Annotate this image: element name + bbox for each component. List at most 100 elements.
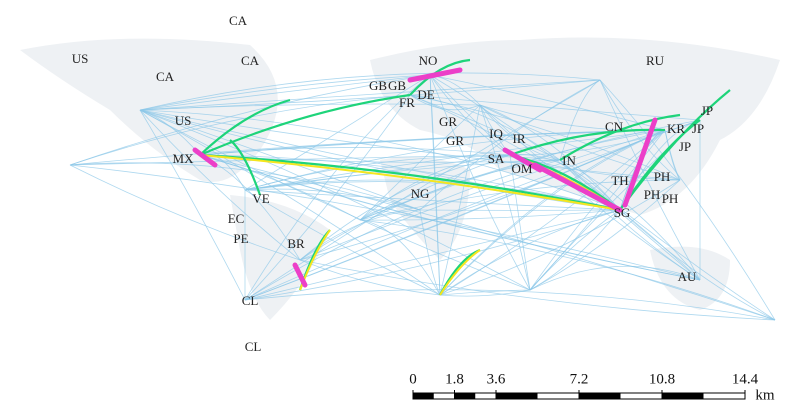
country-label: SA — [488, 151, 505, 166]
scale-label: 0 — [409, 371, 417, 387]
scale-label: 14.4 — [732, 371, 759, 387]
route — [359, 209, 621, 221]
country-label: BR — [287, 236, 305, 251]
country-label: CA — [241, 53, 260, 68]
hub-route — [292, 262, 308, 288]
route — [139, 79, 601, 111]
route — [479, 104, 561, 161]
route — [244, 209, 621, 301]
route — [559, 159, 701, 281]
route — [69, 162, 421, 211]
route — [509, 154, 531, 291]
route — [599, 79, 681, 181]
country-label: US — [175, 113, 192, 128]
hub-route — [192, 147, 218, 168]
country-label: CN — [605, 119, 624, 134]
route — [199, 129, 666, 156]
route — [299, 259, 776, 321]
country-label: DE — [417, 87, 434, 102]
route — [299, 259, 441, 296]
major-route — [199, 154, 621, 211]
country-label: EC — [228, 211, 245, 226]
route — [244, 79, 601, 301]
route — [139, 74, 431, 111]
major-route — [229, 139, 262, 196]
route — [139, 74, 431, 111]
route — [359, 219, 441, 296]
route — [559, 159, 776, 321]
route — [139, 103, 481, 111]
route — [429, 74, 511, 156]
route — [529, 209, 621, 291]
country-label: IR — [513, 131, 526, 146]
country-label: SG — [614, 205, 631, 220]
route — [439, 209, 621, 296]
route — [69, 74, 431, 166]
route — [359, 154, 511, 221]
scale-bar-segment — [454, 393, 476, 399]
route — [299, 129, 666, 261]
scale-label: 3.6 — [487, 371, 506, 387]
country-labels: CA US CA CA US MX VE EC PE BR CL CL NO G… — [72, 13, 713, 354]
route — [429, 74, 511, 156]
hub-route — [532, 162, 623, 213]
scale-bar-segment — [662, 393, 704, 399]
route — [664, 129, 681, 181]
scale-bar-segment — [579, 393, 621, 399]
route — [244, 154, 511, 191]
hub-route — [622, 117, 658, 208]
country-label: MX — [173, 151, 195, 166]
route — [409, 94, 561, 161]
country-label: IQ — [489, 126, 503, 141]
land — [20, 37, 780, 320]
scale-label: 10.8 — [649, 371, 675, 387]
major-route — [619, 89, 731, 211]
country-label: RU — [646, 53, 665, 68]
major-route — [409, 58, 471, 96]
route — [69, 164, 701, 281]
country-label: JP — [701, 103, 713, 118]
country-label: AU — [678, 269, 697, 284]
route — [299, 154, 511, 261]
country-label: GB — [369, 78, 387, 93]
route — [244, 94, 411, 301]
scale-label: 7.2 — [570, 371, 589, 387]
country-label: CL — [242, 293, 259, 308]
country-label: KR — [667, 121, 685, 136]
routes — [69, 58, 776, 321]
route — [139, 109, 301, 261]
major-route — [199, 98, 291, 156]
route — [244, 189, 621, 211]
route — [559, 159, 701, 281]
major-route — [559, 113, 681, 161]
route — [559, 79, 601, 161]
route — [69, 164, 301, 261]
country-label: VE — [252, 191, 269, 206]
country-label: US — [72, 51, 89, 66]
route — [244, 189, 441, 296]
route — [244, 159, 561, 301]
major-route — [509, 128, 666, 157]
scale-bar-segment — [413, 393, 434, 399]
country-label: CA — [156, 69, 175, 84]
country-label: JP — [679, 139, 691, 154]
route — [69, 94, 411, 166]
route — [244, 129, 666, 191]
country-label: PH — [644, 187, 661, 202]
scale-bar: km 0 1.8 3.6 7.2 10.8 14.4 — [409, 371, 775, 403]
route — [599, 79, 776, 321]
route — [139, 109, 441, 296]
country-label: NG — [411, 186, 430, 201]
route — [439, 104, 481, 296]
route — [139, 109, 531, 291]
route — [244, 209, 621, 301]
route — [139, 109, 246, 301]
major-route — [199, 93, 411, 157]
route — [359, 219, 776, 321]
route — [439, 289, 531, 297]
route — [479, 104, 701, 281]
route — [529, 129, 666, 291]
country-label: NO — [419, 53, 438, 68]
route — [419, 209, 441, 296]
